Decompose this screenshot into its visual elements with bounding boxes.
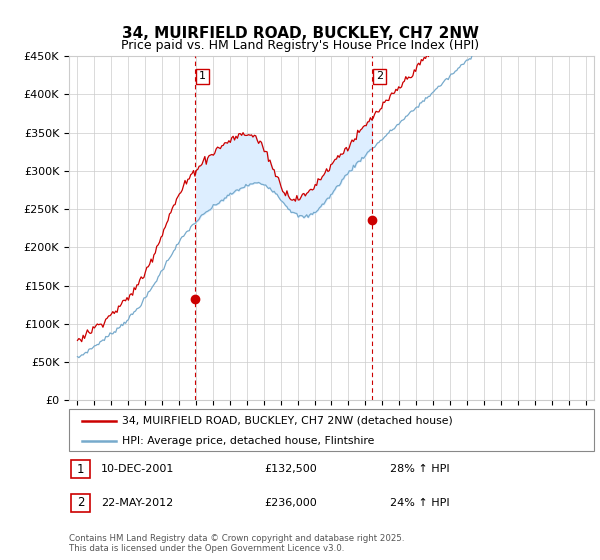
FancyBboxPatch shape [69,409,594,451]
Text: HPI: Average price, detached house, Flintshire: HPI: Average price, detached house, Flin… [121,436,374,446]
Text: Contains HM Land Registry data © Crown copyright and database right 2025.
This d: Contains HM Land Registry data © Crown c… [69,534,404,553]
Text: 2: 2 [77,496,84,510]
Text: £132,500: £132,500 [264,464,317,474]
Text: Price paid vs. HM Land Registry's House Price Index (HPI): Price paid vs. HM Land Registry's House … [121,39,479,52]
Text: 24% ↑ HPI: 24% ↑ HPI [390,498,449,508]
Text: 22-MAY-2012: 22-MAY-2012 [101,498,173,508]
Text: 1: 1 [77,463,84,476]
FancyBboxPatch shape [71,494,90,512]
Text: 28% ↑ HPI: 28% ↑ HPI [390,464,449,474]
FancyBboxPatch shape [71,460,90,478]
Text: £236,000: £236,000 [264,498,317,508]
Text: 34, MUIRFIELD ROAD, BUCKLEY, CH7 2NW (detached house): 34, MUIRFIELD ROAD, BUCKLEY, CH7 2NW (de… [121,416,452,426]
Text: 1: 1 [199,71,206,81]
Text: 34, MUIRFIELD ROAD, BUCKLEY, CH7 2NW: 34, MUIRFIELD ROAD, BUCKLEY, CH7 2NW [121,26,479,41]
Text: 10-DEC-2001: 10-DEC-2001 [101,464,174,474]
Text: 2: 2 [376,71,383,81]
